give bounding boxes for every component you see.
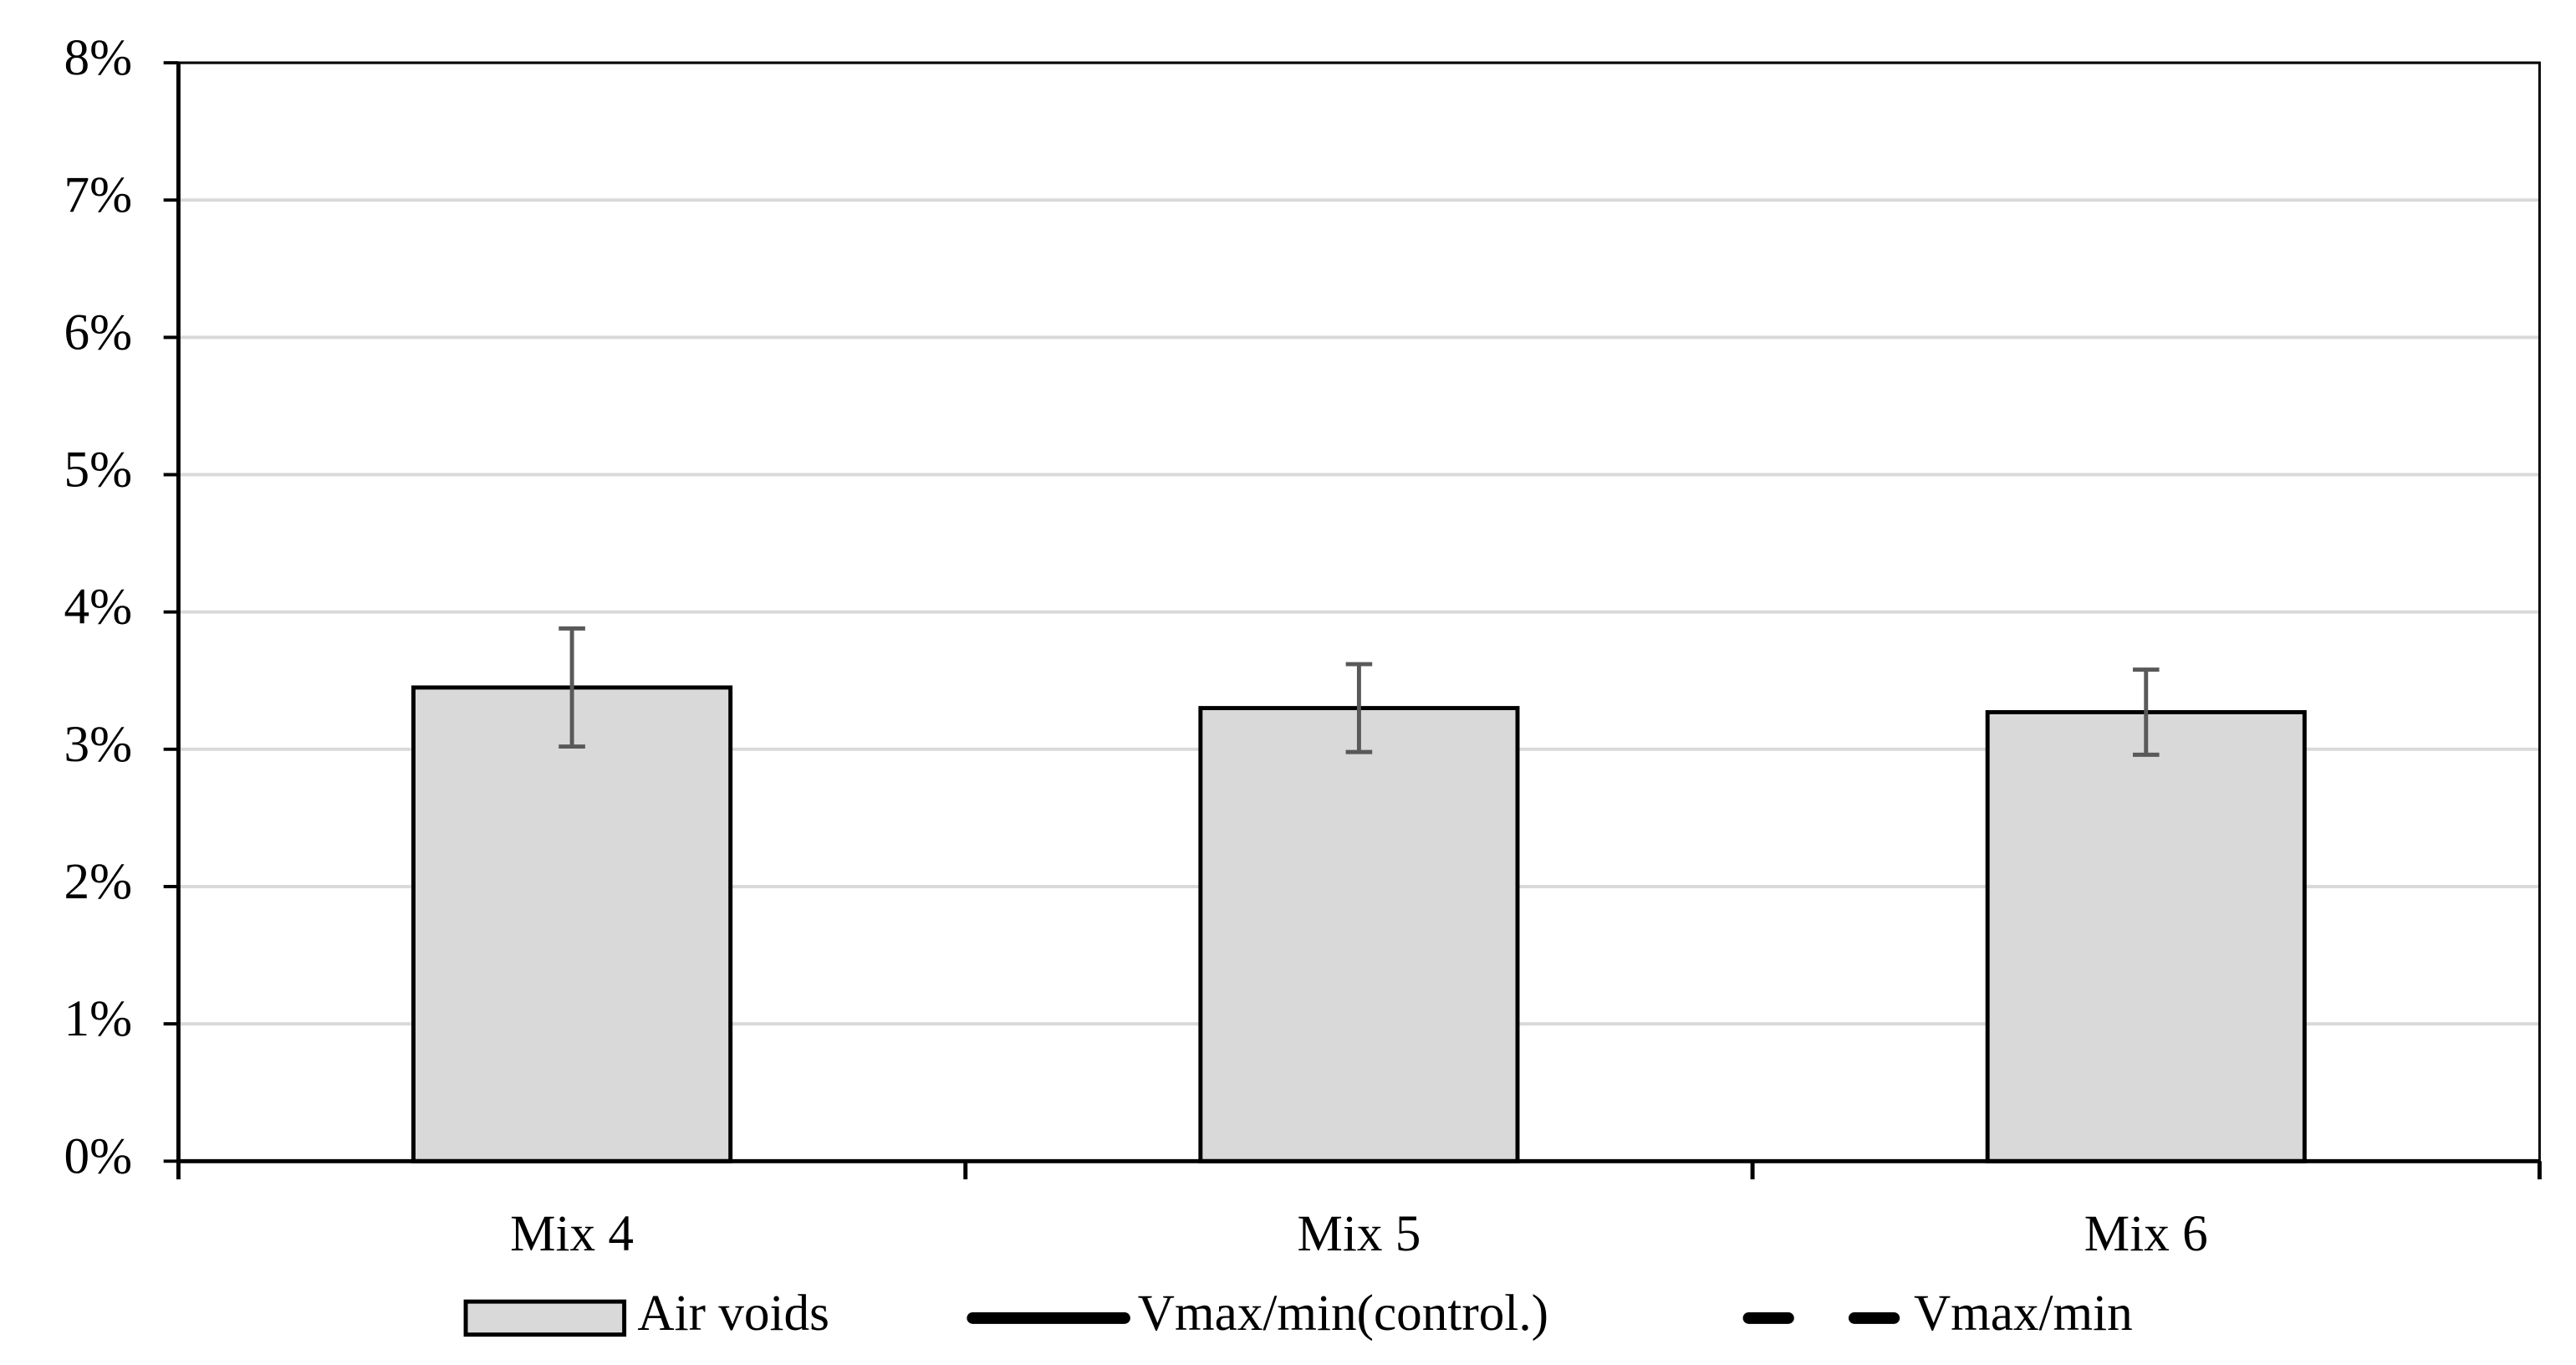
x-tick-label: Mix 6	[2084, 1205, 2208, 1262]
y-tick-label: 6%	[64, 304, 133, 360]
y-tick-label: 2%	[64, 853, 133, 910]
bar	[1985, 710, 2307, 1163]
bar	[1198, 706, 1520, 1163]
legend-label: Air voids	[637, 1285, 829, 1342]
x-tick-label: Mix 4	[510, 1205, 634, 1262]
y-tick-label: 8%	[64, 29, 133, 86]
legend-label: Vmax/min(control.)	[1138, 1285, 1548, 1342]
y-tick-label: 7%	[64, 166, 133, 223]
y-tick-label: 1%	[64, 990, 133, 1047]
legend-swatch	[463, 1299, 627, 1337]
x-tick-label: Mix 5	[1297, 1205, 1421, 1262]
y-tick-label: 0%	[64, 1127, 133, 1184]
y-tick-label: 3%	[64, 716, 133, 773]
legend-label: Vmax/min	[1914, 1285, 2133, 1342]
y-tick-label: 5%	[64, 442, 133, 498]
bar	[411, 685, 733, 1163]
y-tick-label: 4%	[64, 579, 133, 636]
